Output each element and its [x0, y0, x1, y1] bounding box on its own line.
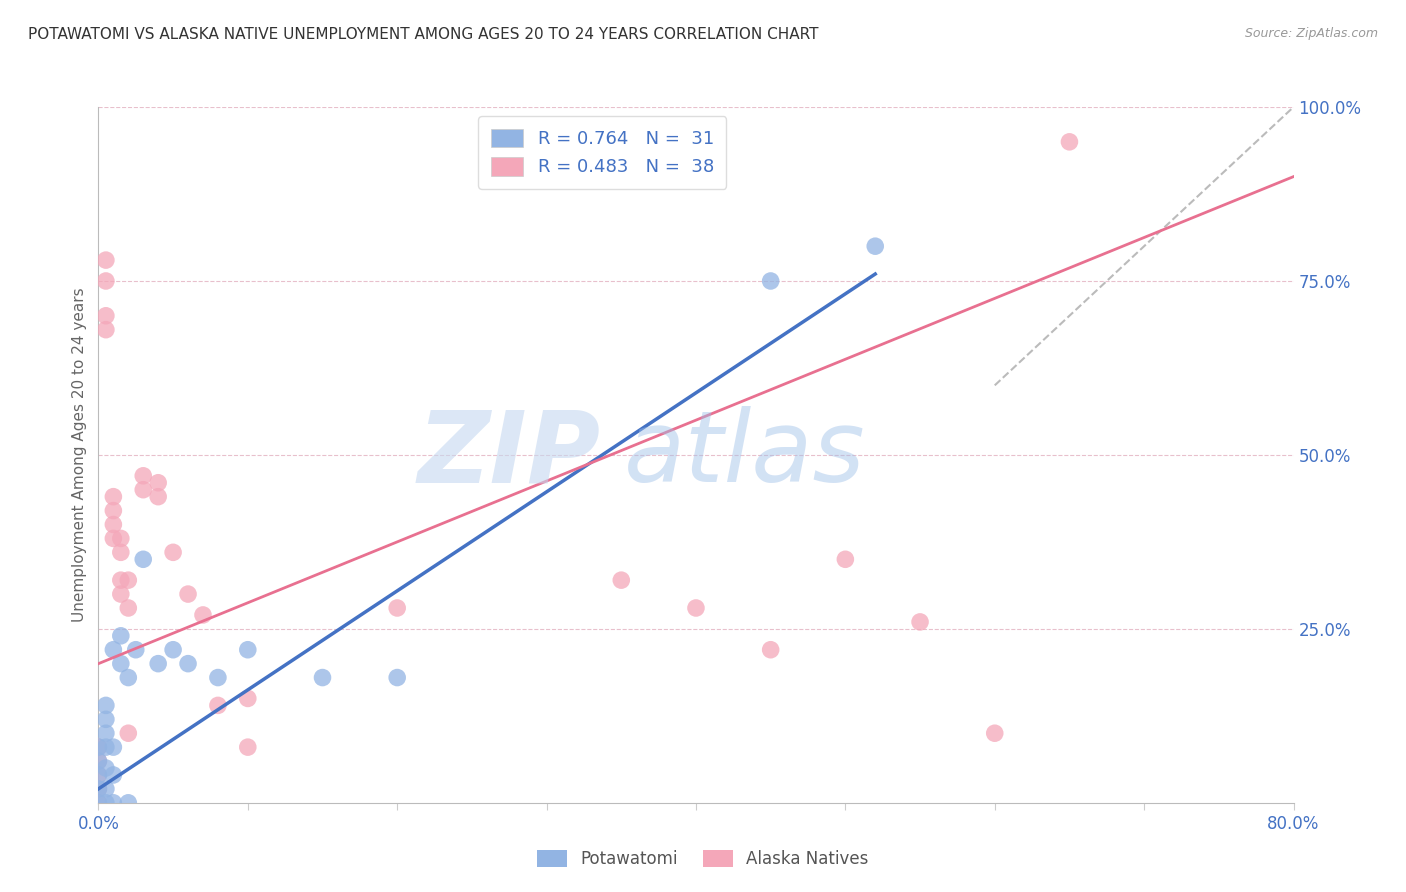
Point: [94, 712, 117, 726]
Point: [207, 698, 229, 713]
Point: [125, 642, 148, 657]
Point: [94, 781, 117, 796]
Point: [110, 629, 132, 643]
Point: [94, 698, 117, 713]
Point: [908, 615, 931, 629]
Point: [103, 740, 125, 755]
Point: [94, 796, 117, 810]
Point: [207, 671, 229, 685]
Point: [177, 587, 200, 601]
Point: [110, 532, 132, 546]
Point: [87, 754, 110, 768]
Point: [236, 740, 259, 755]
Point: [385, 601, 409, 615]
Point: [117, 601, 139, 615]
Point: [162, 642, 184, 657]
Point: [236, 642, 259, 657]
Point: [132, 552, 155, 566]
Legend: Potawatomi, Alaska Natives: Potawatomi, Alaska Natives: [530, 843, 876, 875]
Point: [103, 517, 125, 532]
Y-axis label: Unemployment Among Ages 20 to 24 years: Unemployment Among Ages 20 to 24 years: [72, 287, 87, 623]
Point: [110, 573, 132, 587]
Point: [759, 642, 782, 657]
Point: [87, 781, 110, 796]
Point: [103, 503, 125, 517]
Point: [110, 587, 132, 601]
Point: [87, 768, 110, 782]
Point: [103, 796, 125, 810]
Point: [132, 483, 155, 497]
Text: ZIP: ZIP: [418, 407, 600, 503]
Point: [94, 274, 117, 288]
Point: [87, 740, 110, 755]
Point: [94, 253, 117, 268]
Point: [94, 309, 117, 323]
Text: Source: ZipAtlas.com: Source: ZipAtlas.com: [1244, 27, 1378, 40]
Point: [117, 726, 139, 740]
Point: [385, 671, 409, 685]
Point: [117, 671, 139, 685]
Point: [162, 545, 184, 559]
Point: [148, 475, 170, 490]
Point: [103, 642, 125, 657]
Point: [311, 671, 333, 685]
Legend: R = 0.764   N =  31, R = 0.483   N =  38: R = 0.764 N = 31, R = 0.483 N = 38: [478, 116, 727, 189]
Point: [87, 754, 110, 768]
Point: [103, 532, 125, 546]
Point: [94, 740, 117, 755]
Text: POTAWATOMI VS ALASKA NATIVE UNEMPLOYMENT AMONG AGES 20 TO 24 YEARS CORRELATION C: POTAWATOMI VS ALASKA NATIVE UNEMPLOYMENT…: [28, 27, 818, 42]
Point: [94, 323, 117, 337]
Point: [94, 726, 117, 740]
Point: [87, 768, 110, 782]
Point: [177, 657, 200, 671]
Point: [865, 239, 887, 253]
Point: [685, 601, 707, 615]
Text: atlas: atlas: [624, 407, 866, 503]
Point: [94, 761, 117, 775]
Point: [834, 552, 856, 566]
Point: [87, 740, 110, 755]
Point: [148, 490, 170, 504]
Point: [1059, 135, 1081, 149]
Point: [759, 274, 782, 288]
Point: [984, 726, 1007, 740]
Point: [110, 657, 132, 671]
Point: [87, 796, 110, 810]
Point: [610, 573, 633, 587]
Point: [117, 796, 139, 810]
Point: [132, 468, 155, 483]
Point: [191, 607, 214, 622]
Point: [103, 768, 125, 782]
Point: [117, 573, 139, 587]
Point: [103, 490, 125, 504]
Point: [236, 691, 259, 706]
Point: [148, 657, 170, 671]
Point: [87, 796, 110, 810]
Point: [110, 545, 132, 559]
Point: [87, 781, 110, 796]
